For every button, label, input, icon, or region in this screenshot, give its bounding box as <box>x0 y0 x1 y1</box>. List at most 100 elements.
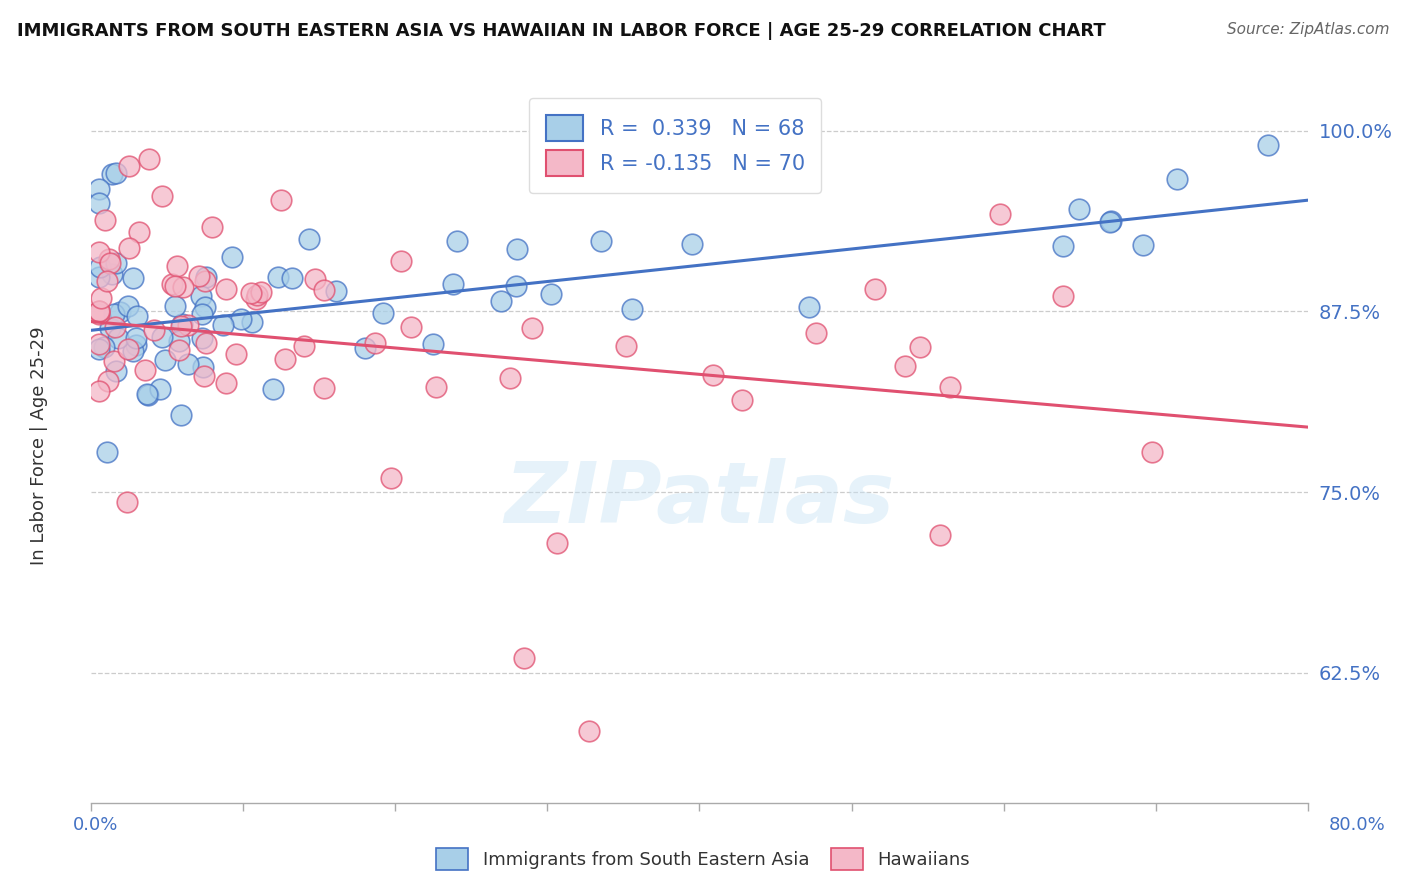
Text: In Labor Force | Age 25-29: In Labor Force | Age 25-29 <box>31 326 48 566</box>
Point <box>117 299 139 313</box>
Point <box>591 234 613 248</box>
Point <box>446 234 468 248</box>
Point <box>1132 237 1154 252</box>
Point <box>150 330 173 344</box>
Point <box>225 347 247 361</box>
Point <box>194 300 217 314</box>
Point <box>191 308 214 322</box>
Point <box>354 341 377 355</box>
Point <box>135 387 157 401</box>
Point <box>122 344 145 359</box>
Point <box>167 343 190 357</box>
Point <box>380 471 402 485</box>
Point <box>155 352 177 367</box>
Point <box>682 237 704 252</box>
Point <box>94 213 117 227</box>
Point <box>165 278 187 293</box>
Point <box>373 306 395 320</box>
Point <box>863 282 886 296</box>
Point <box>98 256 121 270</box>
Point <box>893 359 915 373</box>
Point <box>176 357 198 371</box>
Point <box>267 269 290 284</box>
Point <box>97 374 120 388</box>
Point <box>170 319 193 334</box>
Point <box>87 269 110 284</box>
Point <box>103 353 125 368</box>
Point <box>87 304 110 318</box>
Text: ZIPatlas: ZIPatlas <box>505 458 894 541</box>
Point <box>101 167 124 181</box>
Point <box>98 321 121 335</box>
Point <box>1140 445 1163 459</box>
Point <box>87 342 110 356</box>
Point <box>389 253 412 268</box>
Point <box>939 380 962 394</box>
Point <box>304 272 326 286</box>
Text: 80.0%: 80.0% <box>1329 816 1385 834</box>
Point <box>103 307 125 321</box>
Point <box>177 318 200 332</box>
Point <box>138 152 160 166</box>
Point <box>578 723 600 738</box>
Point <box>87 245 110 260</box>
Point <box>170 317 193 331</box>
Point <box>125 310 148 324</box>
Point <box>540 286 562 301</box>
Point <box>124 338 146 352</box>
Point <box>292 339 315 353</box>
Point <box>314 381 336 395</box>
Point <box>1257 138 1279 153</box>
Point <box>172 280 194 294</box>
Point <box>87 336 110 351</box>
Point <box>105 364 128 378</box>
Point <box>988 207 1011 221</box>
Point <box>104 320 127 334</box>
Point <box>506 242 529 256</box>
Point <box>96 445 118 459</box>
Point <box>128 225 150 239</box>
Point <box>194 336 217 351</box>
Point <box>124 331 146 345</box>
Point <box>1069 202 1091 217</box>
Point <box>105 256 128 270</box>
Point <box>167 334 190 349</box>
Point <box>250 285 273 299</box>
Point <box>245 292 267 306</box>
Point <box>614 339 637 353</box>
Point <box>231 311 253 326</box>
Point <box>314 283 336 297</box>
Point <box>797 300 820 314</box>
Point <box>240 315 263 329</box>
Point <box>425 380 447 394</box>
Point <box>401 320 423 334</box>
Point <box>188 268 211 283</box>
Point <box>1052 289 1074 303</box>
Point <box>90 292 112 306</box>
Point <box>87 307 110 321</box>
Point <box>731 392 754 407</box>
Point <box>1099 214 1122 228</box>
Point <box>262 382 284 396</box>
Point <box>441 277 464 292</box>
Point <box>806 326 828 340</box>
Text: Source: ZipAtlas.com: Source: ZipAtlas.com <box>1226 22 1389 37</box>
Point <box>101 268 124 282</box>
Point <box>122 271 145 285</box>
Point <box>281 271 304 285</box>
Point <box>96 274 118 288</box>
Point <box>505 279 527 293</box>
Text: IMMIGRANTS FROM SOUTH EASTERN ASIA VS HAWAIIAN IN LABOR FORCE | AGE 25-29 CORREL: IMMIGRANTS FROM SOUTH EASTERN ASIA VS HA… <box>17 22 1105 40</box>
Point <box>87 196 110 211</box>
Point <box>87 384 110 399</box>
Point <box>138 387 160 401</box>
Point <box>221 250 243 264</box>
Point <box>193 360 215 375</box>
Point <box>143 323 166 337</box>
Point <box>491 294 513 309</box>
Point <box>149 382 172 396</box>
Point <box>87 182 110 196</box>
Point <box>166 259 188 273</box>
Point <box>422 337 444 351</box>
Point <box>117 159 139 173</box>
